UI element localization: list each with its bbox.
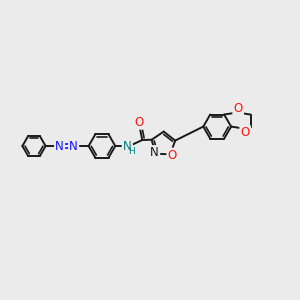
Text: N: N [150,146,159,159]
Text: N: N [55,140,64,152]
Text: O: O [233,102,243,115]
Text: O: O [241,126,250,139]
Text: N: N [69,140,78,152]
Text: H: H [128,146,135,155]
Text: O: O [168,149,177,162]
Text: O: O [135,116,144,128]
Text: N: N [123,140,132,152]
